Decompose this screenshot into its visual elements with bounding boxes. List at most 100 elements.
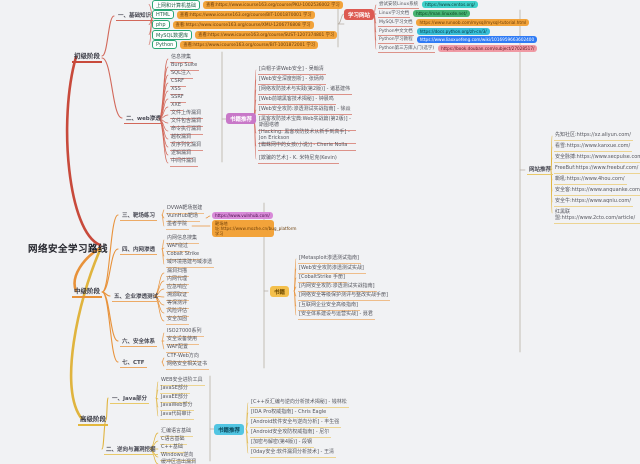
leaf-item[interactable]: ISO27000系列: [166, 328, 204, 337]
leaf-item[interactable]: 文件上传漏洞: [170, 110, 204, 119]
book-item[interactable]: [互联网企业安全高级指南]: [298, 302, 360, 311]
book-item[interactable]: [Android安全攻防权威指南] - 尼尔: [250, 429, 332, 438]
leaf-item[interactable]: Cobalt Strike: [166, 251, 202, 260]
resource-link-pill[interactable]: https://www.runoob.com/mysql/mysql-tutor…: [416, 19, 530, 27]
book-item[interactable]: [CobaltStrike 手册]: [298, 274, 348, 283]
leaf-item[interactable]: JavaEE部分: [160, 394, 190, 403]
book-item[interactable]: [欺骗的艺术] - K. 米特尼克(Kevin): [258, 155, 339, 164]
resource-label[interactable]: Linux学习文档: [378, 11, 411, 18]
leaf-item[interactable]: 风险评估: [166, 308, 190, 317]
topic-box[interactable]: Python: [152, 40, 178, 49]
leaf-item[interactable]: 反序列化漏洞: [170, 142, 204, 151]
group-label-intermediate-2[interactable]: 四、内网渗透: [120, 247, 158, 255]
resource-label[interactable]: Python中文文档: [378, 29, 414, 36]
resource-label[interactable]: Python学习教程: [378, 37, 414, 44]
leaf-item[interactable]: 缓冲区溢出漏洞: [160, 459, 198, 464]
leaf-item[interactable]: CSRF: [170, 78, 187, 87]
book-item[interactable]: [Hacking: 黑客攻防技术从新手到高手] - Jon Erickson: [258, 129, 356, 144]
resource-link-pill[interactable]: https://book.douban.com/subject/27028517…: [438, 45, 538, 53]
site-item[interactable]: 红黑联盟:https://www.2cto.com/article/: [554, 209, 640, 224]
leaf-item[interactable]: SSRF: [170, 94, 186, 103]
resource-label[interactable]: MySQL学习文档: [378, 20, 414, 27]
vulnhub-link-pill[interactable]: https://www.vulnhub.com/: [212, 212, 273, 220]
leaf-item[interactable]: DVWA靶场搭建: [166, 205, 205, 214]
group-label-basics[interactable]: 一、基础知识: [116, 13, 154, 21]
book-item[interactable]: [Metasploit渗透测试指南]: [298, 255, 361, 264]
mozhe-link-pill[interactable]: 靶场地址:https://www.mozhe.cn/bug_platform 学…: [212, 220, 296, 238]
course-link-bar[interactable]: 查看:https://www.icourse163.org/course/BIT…: [180, 40, 319, 49]
book-item[interactable]: [0day安全:软件漏洞分析技术] - 王清: [250, 449, 336, 458]
leaf-item[interactable]: JavaWeb部分: [160, 402, 195, 411]
site-item[interactable]: 先知社区:https://xz.aliyun.com/: [554, 132, 633, 141]
group-label-web-pentest[interactable]: 二、web渗透: [124, 116, 163, 124]
book-item[interactable]: [Web安全攻防:渗透测试实战指南] - 徐焱: [258, 106, 353, 115]
leaf-item[interactable]: JavaSE部分: [160, 385, 190, 394]
topic-box[interactable]: 上网和计算机基础: [152, 0, 201, 10]
leaf-item[interactable]: 内网信息搜集: [166, 235, 200, 244]
sites-node-beginner[interactable]: 学习网站: [344, 9, 375, 20]
topic-box[interactable]: php: [152, 20, 170, 29]
leaf-item[interactable]: 越权漏洞: [170, 134, 194, 143]
leaf-item[interactable]: 漏洞扫描: [166, 268, 190, 277]
leaf-item[interactable]: 汇编语言基础: [160, 428, 194, 437]
sites-node-global[interactable]: 网站推荐: [527, 167, 554, 175]
leaf-item[interactable]: 中间件漏洞: [170, 158, 199, 167]
stage-label-advanced[interactable]: 高级阶段: [78, 413, 108, 426]
site-item[interactable]: 安全客:https://www.anquanke.com/: [554, 187, 640, 196]
leaf-item[interactable]: 墨者学院: [166, 221, 190, 230]
leaf-item[interactable]: 逻辑漏洞: [170, 150, 194, 159]
course-link-bar[interactable]: 查看:https://www.icourse163.org/course/XMU…: [172, 20, 314, 29]
leaf-item[interactable]: WAF配置: [166, 344, 190, 353]
leaf-item[interactable]: 等保测评: [166, 300, 190, 309]
book-item[interactable]: [网络安全等级保护测评与整改实战手册]: [298, 292, 390, 301]
book-item[interactable]: [白帽子讲Web安全] - 吴翰清: [258, 66, 326, 75]
book-item[interactable]: [Android软件安全与逆向分析] - 丰生强: [250, 419, 342, 428]
book-item[interactable]: [蜘蛛网中的女孩(小说)] - Cherie Nolla: [258, 142, 356, 151]
leaf-item[interactable]: WAF绕过: [166, 243, 190, 252]
site-item[interactable]: 嘶吼:https://www.4hou.com/: [554, 176, 627, 185]
books-node-intermediate[interactable]: 书籍: [270, 286, 290, 297]
resource-link-pill[interactable]: https://man.linuxde.net/: [413, 10, 470, 18]
leaf-item[interactable]: 域环境搭建与域渗透: [166, 259, 215, 268]
site-item[interactable]: 看雪:https://www.kanxue.com/: [554, 143, 633, 152]
topic-box[interactable]: MySQL数据库: [152, 30, 193, 40]
book-item[interactable]: [C++反汇编与逆向分析技术揭秘] - 钱林松: [250, 399, 349, 408]
leaf-item[interactable]: CTF-Web方向: [166, 353, 201, 362]
leaf-item[interactable]: 安全加固: [166, 316, 190, 325]
leaf-item[interactable]: C++基础: [160, 444, 185, 453]
group-label-intermediate-4[interactable]: 六、安全体系: [120, 339, 158, 347]
resource-label[interactable]: 尝试安装Linux系统: [378, 2, 420, 9]
course-link-bar[interactable]: 查看:https://www.icourse163.org/course/SUS…: [195, 31, 338, 39]
resource-link-pill[interactable]: https://www.liaoxuefeng.com/wiki/1016959…: [416, 36, 538, 44]
leaf-item[interactable]: XXE: [170, 102, 184, 111]
books-node-beginner[interactable]: 书籍推荐: [226, 113, 257, 124]
leaf-item[interactable]: WEB安全进阶工具: [160, 377, 205, 386]
book-item[interactable]: [网络攻防技术与实践(第2版)] - 诸葛建伟: [258, 86, 352, 95]
course-link-bar[interactable]: 查看:https://www.icourse163.org/course/BIT…: [176, 10, 315, 19]
leaf-item[interactable]: 网络安全相关证书: [166, 361, 210, 370]
leaf-item[interactable]: Windows逆向: [160, 452, 196, 461]
leaf-item[interactable]: VulnHub靶场: [166, 213, 200, 222]
group-label-advanced-1[interactable]: 一、Java部分: [110, 396, 150, 404]
book-item[interactable]: [黑客攻防技术宝典:Web实战篇(第2版)] - 斯图塔德: [258, 116, 356, 131]
leaf-item[interactable]: SQL注入: [170, 70, 193, 79]
site-item[interactable]: 安全脉搏:https://www.secpulse.com/: [554, 154, 640, 163]
book-item[interactable]: [加密与解密(第4版)] - 段钢: [250, 439, 314, 448]
leaf-item[interactable]: 安全设备使用: [166, 336, 200, 345]
stage-label-beginner[interactable]: 初级阶段: [72, 50, 102, 63]
resource-link-pill[interactable]: https://docs.python.org/zh-cn/3/: [416, 28, 490, 36]
site-item[interactable]: 安全牛:https://www.aqniu.com/: [554, 198, 633, 207]
book-item[interactable]: [Web前端黑客技术揭秘] - 钟晨鸣: [258, 96, 336, 105]
leaf-item[interactable]: Java代码审计: [160, 411, 194, 420]
book-item[interactable]: [Web安全深度剖析] - 张炳帅: [258, 76, 326, 85]
site-item[interactable]: FreeBuf:https://www.freebuf.com/: [554, 165, 640, 174]
books-node-advanced[interactable]: 书籍推荐: [214, 424, 245, 435]
stage-label-intermediate[interactable]: 中级阶段: [72, 285, 102, 298]
resource-link-pill[interactable]: https://www.centos.org/: [422, 1, 478, 9]
book-item[interactable]: [内网安全攻防:渗透测试实战指南]: [298, 283, 377, 292]
topic-box[interactable]: HTML: [152, 10, 174, 19]
resource-label[interactable]: Python第三方库入门(选学): [378, 46, 436, 53]
group-label-intermediate-5[interactable]: 七、CTF: [120, 360, 147, 368]
group-label-intermediate-3[interactable]: 五、企业渗透测试: [112, 294, 161, 302]
leaf-item[interactable]: 溯源取证: [166, 292, 190, 301]
